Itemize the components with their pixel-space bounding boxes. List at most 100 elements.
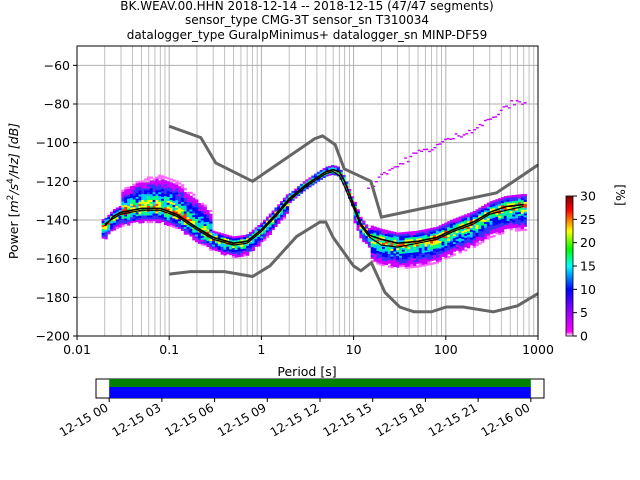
heatmap-cell [452,137,455,140]
heatmap-cell [180,226,185,229]
heatmap-cell [353,215,357,218]
heatmap-cell [367,231,372,235]
heatmap-cell [393,264,397,267]
heatmap-cell [178,192,182,195]
heatmap-cell [416,265,420,268]
heatmap-cell [203,204,207,207]
heatmap-cell [132,195,137,198]
heatmap-cell [138,205,142,209]
heatmap-cell [169,199,173,202]
heatmap-cell [155,186,159,189]
heatmap-cell [192,230,196,233]
heatmap-cell [280,210,284,213]
heatmap-cell [382,254,386,257]
heatmap-cell [486,225,491,228]
heatmap-cell [515,212,519,215]
heatmap-cell [373,232,377,235]
heatmap-cell [127,215,131,218]
heatmap-cell [163,220,168,224]
heatmap-cell [291,190,295,194]
heatmap-cell [450,250,454,253]
heatmap-cell [427,257,431,260]
heatmap-cell [263,229,267,232]
heatmap-cell [390,254,394,257]
heatmap-cell [217,243,221,247]
heatmap-cell [512,202,516,205]
heatmap-cell [350,198,355,201]
heatmap-cell [178,207,182,210]
heatmap-cell [118,223,122,226]
heatmap-cell [452,224,457,227]
heatmap-cell [503,217,508,220]
heatmap-cell [265,220,270,223]
heatmap-cell [263,238,267,242]
heatmap-cell [110,219,114,222]
heatmap-cell [336,172,340,175]
heatmap-cell [101,224,105,228]
heatmap-cell [302,189,306,192]
heatmap-cell [209,246,213,249]
heatmap-cell [220,248,224,251]
heatmap-cell [393,262,397,266]
heatmap-cell [192,216,196,220]
y-tick-label: −140 [36,213,70,228]
heatmap-cell [141,182,145,185]
heatmap-cell [416,259,420,262]
heatmap-cell [152,217,156,220]
heatmap-cell [319,169,323,173]
heatmap-cell [127,198,131,201]
heatmap-cell [263,219,267,222]
heatmap-cell [209,248,213,251]
heatmap-cell [430,241,434,244]
coverage-bar-green [109,379,531,387]
heatmap-cell [180,197,185,200]
heatmap-cell [498,229,502,232]
heatmap-cell [209,209,213,213]
heatmap-cell [438,244,442,247]
heatmap-cell [512,210,516,213]
heatmap-cell [469,231,474,234]
heatmap-cell [424,246,428,249]
heatmap-cell [226,244,230,247]
heatmap-cell [161,206,165,209]
x-tick-label: 1 [257,342,265,357]
heatmap-cell [430,262,434,265]
heatmap-cell [246,238,250,241]
heatmap-cell [135,206,139,209]
heatmap-cell [172,192,176,196]
heatmap-cell [427,249,431,252]
heatmap-cell [195,232,199,235]
heatmap-cell [472,218,476,221]
heatmap-cell [512,200,516,204]
heatmap-cell [472,236,476,239]
heatmap-cell [169,219,173,222]
heatmap-cell [231,255,236,258]
heatmap-cell [424,232,428,236]
heatmap-cell [495,216,499,219]
heatmap-cell [503,201,508,205]
heatmap-cell [192,234,196,237]
heatmap-cell [390,258,394,261]
heatmap-cell [161,200,165,203]
heatmap-cell [455,238,459,242]
heatmap-cell [444,228,448,231]
heatmap-cell [200,214,204,217]
heatmap-cell [359,216,363,220]
heatmap-cell [132,191,137,194]
heatmap-cell [254,242,258,245]
heatmap-cell [203,212,207,215]
heatmap-cell [155,195,159,199]
heatmap-cell [384,249,389,252]
heatmap-cell [231,253,236,256]
heatmap-cell [452,249,457,252]
heatmap-cell [231,246,236,249]
heatmap-cell [495,212,499,215]
heatmap-cell [246,245,250,249]
heatmap-cell [387,251,391,255]
heatmap-cell [375,180,378,183]
heatmap-cell [441,239,445,242]
heatmap-cell [144,217,148,220]
heatmap-cell [492,225,496,228]
heatmap-cell [427,232,431,235]
heatmap-cell [444,241,448,245]
